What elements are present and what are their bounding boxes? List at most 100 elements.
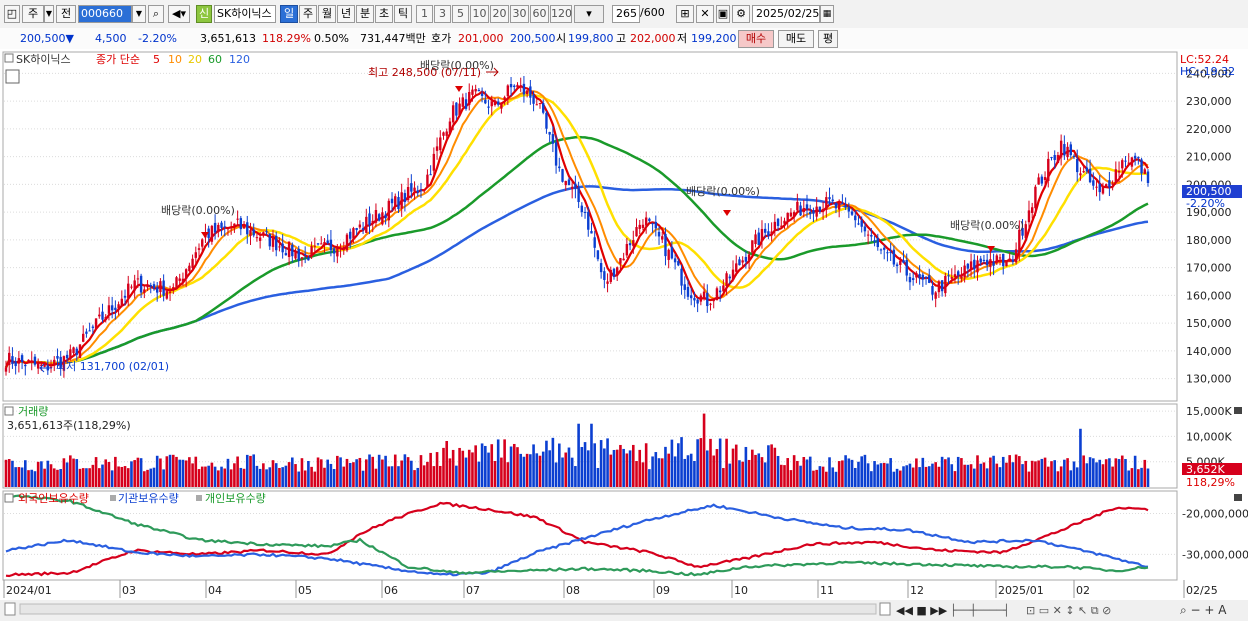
period-button-5[interactable]: 초 (375, 5, 393, 23)
stock-name-field: SK하이닉스 (214, 5, 276, 23)
holdings-panel-close-icon[interactable] (1234, 494, 1242, 501)
volume-bar (522, 456, 526, 487)
holdings-panel-toggle-icon[interactable] (4, 493, 14, 503)
volume-bar (313, 471, 317, 487)
grid-icon[interactable] (5, 69, 20, 84)
volume-bar (860, 456, 863, 487)
save-icon[interactable]: ▣ (716, 5, 730, 23)
volume-bar (69, 455, 72, 487)
code-dropdown-icon[interactable]: ▼ (132, 5, 146, 23)
period-button-2[interactable]: 월 (318, 5, 336, 23)
interval-button-2[interactable]: 5 (452, 5, 469, 23)
period-button-3[interactable]: 년 (337, 5, 355, 23)
interval-button-0[interactable]: 1 (416, 5, 433, 23)
interval-button-5[interactable]: 30 (510, 5, 529, 23)
candle-body (220, 222, 223, 228)
candle-body (789, 212, 793, 217)
scroll-left-icon[interactable] (4, 602, 16, 616)
gear-icon[interactable]: ⚙ (732, 5, 750, 23)
volume-bar (387, 466, 391, 487)
interval-button-6[interactable]: 60 (530, 5, 549, 23)
sell-button[interactable]: 매도 (778, 30, 814, 48)
quote-ask: 200,500 (510, 32, 556, 45)
volume-bar (680, 437, 683, 487)
volume-panel-close-icon[interactable] (1234, 407, 1242, 414)
playback-controls-icon[interactable]: ◀◀ ■ ▶▶ (896, 604, 948, 617)
candle-body (796, 201, 799, 211)
price-tick-label: 240,000 (1186, 67, 1232, 80)
interval-button-3[interactable]: 10 (470, 5, 489, 23)
period-button-1[interactable]: 주 (299, 5, 317, 23)
zoom-controls-icon[interactable]: ⌕ − + A (1180, 603, 1227, 617)
buy-button[interactable]: 매수 (738, 30, 774, 48)
interval-button-4[interactable]: 20 (490, 5, 509, 23)
candle-body (345, 234, 349, 251)
market-mode-button[interactable]: 주 (22, 5, 44, 23)
volume-bar (689, 453, 693, 487)
candle-body (233, 223, 236, 227)
interval-button-7[interactable]: 120 (550, 5, 572, 23)
new-badge[interactable]: 신 (196, 5, 212, 23)
volume-bar (487, 452, 490, 487)
sound-icon[interactable]: ◀▾ (168, 5, 190, 23)
chart-scrollbar[interactable] (19, 603, 877, 615)
volume-panel-toggle-icon[interactable] (4, 406, 14, 416)
volume-bar (274, 463, 278, 487)
interval-button-1[interactable]: 3 (434, 5, 451, 23)
candle-body (780, 225, 783, 227)
chevron-down-icon[interactable]: ▼ (44, 5, 54, 23)
panel-toggle-icon[interactable] (4, 53, 14, 63)
volume-bar (747, 459, 751, 487)
candle-body (1008, 258, 1011, 262)
candle-body (513, 85, 516, 87)
volume-bar (36, 461, 40, 487)
volume-bar (847, 458, 851, 487)
period-button-4[interactable]: 분 (356, 5, 374, 23)
stock-code-input[interactable]: 000660 (78, 5, 132, 23)
volume-bar (947, 457, 950, 487)
calendar-icon[interactable]: ▦ (820, 5, 834, 23)
period-button-0[interactable]: 일 (280, 5, 298, 23)
search-icon[interactable]: ⌕ (148, 5, 164, 23)
quote-volume: 3,651,613 (200, 32, 256, 45)
period-button-6[interactable]: 틱 (394, 5, 412, 23)
date-input[interactable]: 2025/02/25 (752, 5, 820, 23)
chart-window-icon[interactable]: ◰ (4, 5, 20, 23)
candle-body (1050, 157, 1053, 159)
zoom-slider-icon[interactable]: ├──┼────┤ (950, 603, 1010, 617)
interval-dropdown[interactable]: ▾ (574, 5, 604, 23)
holdings-tick-label: -30,000,000 (1182, 548, 1248, 561)
volume-bar (1018, 456, 1021, 487)
candle-body (168, 291, 172, 293)
count-input[interactable]: 265 (612, 5, 640, 23)
eval-button[interactable]: 평 (818, 30, 838, 48)
candle-body (680, 268, 683, 286)
candle-body (1037, 177, 1040, 185)
candle-body (976, 260, 979, 273)
candle-body (320, 243, 323, 245)
drawing-tools-icon[interactable]: ⊡ ▭ ✕ ↕ ↖ ⧉ ⊘ (1026, 604, 1111, 617)
volume-bar (622, 448, 625, 487)
volume-bar (310, 466, 313, 487)
compare-icon[interactable]: ⊞ (676, 5, 694, 23)
volume-bar (673, 456, 677, 487)
volume-bar (78, 468, 82, 487)
candle-body (448, 121, 452, 134)
volume-bar (27, 470, 30, 487)
volume-bar (789, 470, 793, 487)
candle-body (728, 276, 732, 279)
all-mode-button[interactable]: 전 (56, 5, 76, 23)
volume-bar (879, 463, 883, 487)
volume-bar (812, 470, 815, 487)
volume-bar (799, 465, 802, 487)
volume-bar (895, 468, 899, 487)
price-chart[interactable]: 240,000230,000220,000210,000200,000190,0… (0, 49, 1248, 621)
candle-body (432, 153, 436, 171)
candle-body (342, 247, 345, 249)
scroll-right-icon[interactable] (879, 602, 891, 616)
candle-body (725, 273, 728, 287)
volume-bar (33, 471, 37, 487)
volume-bar (702, 413, 706, 487)
volume-bar (72, 458, 75, 487)
pattern-icon[interactable]: ✕ (696, 5, 714, 23)
